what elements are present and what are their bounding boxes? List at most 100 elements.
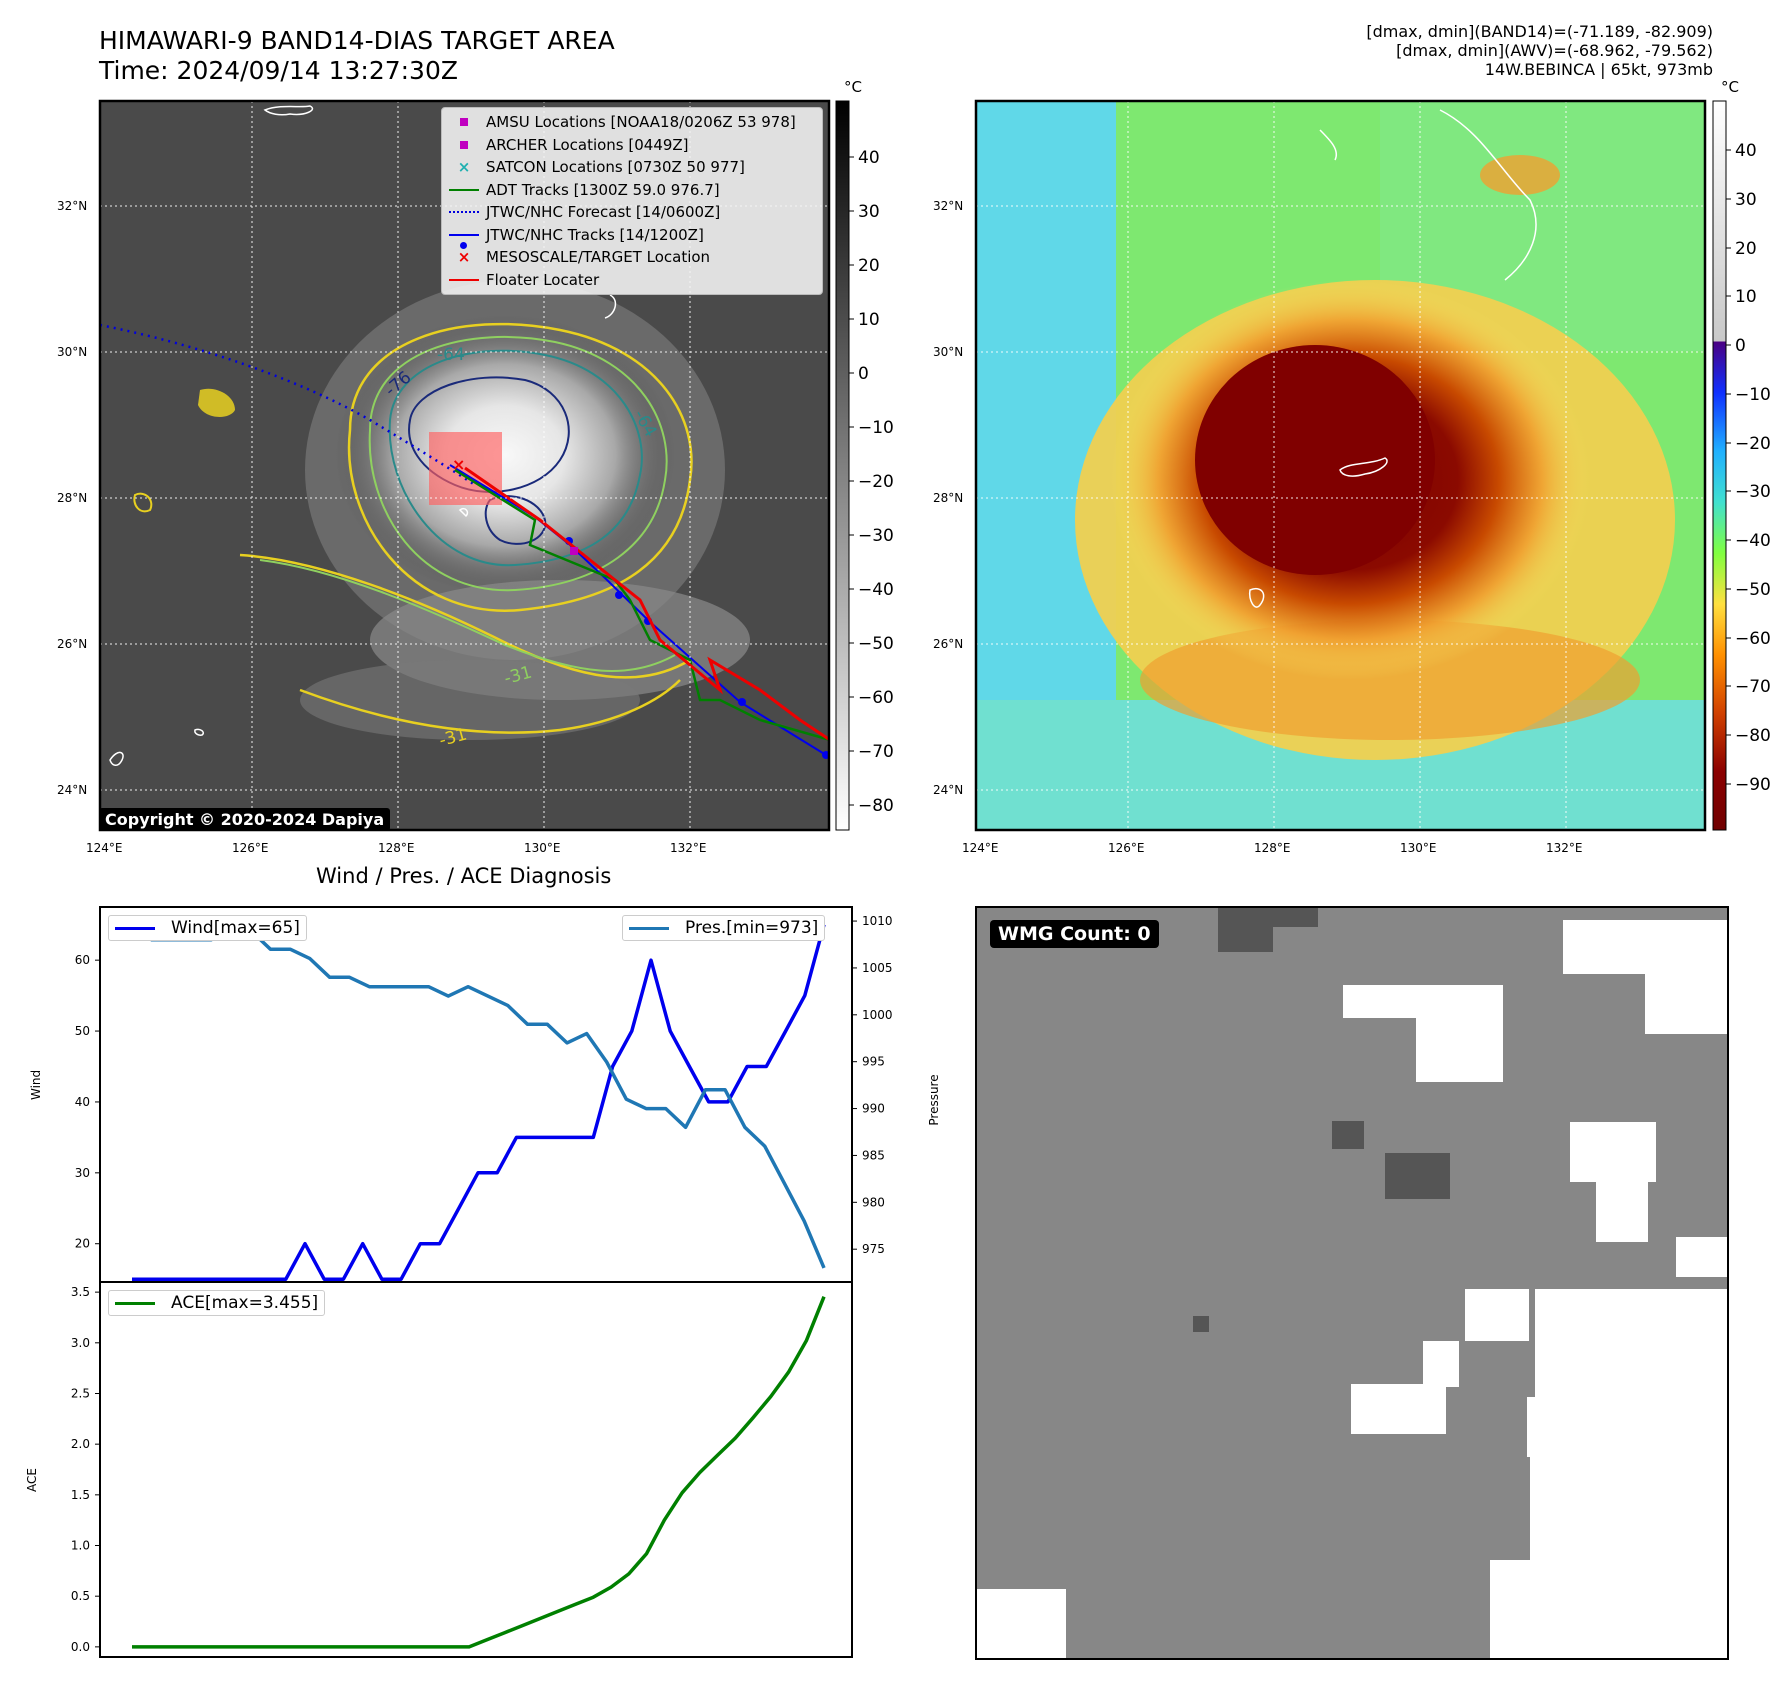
svg-text:×: × <box>452 455 465 474</box>
line-marker-icon <box>442 278 486 281</box>
info-line-2: [dmax, dmin](AWV)=(-68.962, -79.562) <box>1396 41 1713 60</box>
cb-tick: 20 <box>1735 239 1757 259</box>
cb-tick: −20 <box>1735 434 1771 454</box>
lon-label: 124°E <box>962 841 999 855</box>
cb-tick: 30 <box>1735 190 1757 210</box>
cb-tick: −60 <box>858 688 894 708</box>
wind-tick-label: 50 <box>75 1024 90 1038</box>
band14-axis-labels: 124°E 126°E 128°E 130°E 132°E 32°N 30°N … <box>57 199 707 855</box>
ace-frame <box>99 1281 853 1658</box>
wind-tick-label: 30 <box>75 1166 90 1180</box>
legend-label: AMSU Locations [NOAA18/0206Z 53 978] <box>486 113 796 132</box>
pressure-legend: Pres.[min=973] <box>622 915 826 941</box>
legend-label: SATCON Locations [0730Z 50 977] <box>486 158 745 177</box>
legend-label: MESOSCALE/TARGET Location <box>486 248 711 267</box>
diagnosis-chart: 20 30 40 50 60 975 980 985 990 995 1000 1005 1010 W… <box>25 906 941 1658</box>
legend-label: Floater Locater <box>486 270 600 289</box>
map-legend: AMSU Locations [NOAA18/0206Z 53 978] ARC… <box>441 107 823 295</box>
band14-map-frame <box>98 99 831 832</box>
ace-legend-label: ACE[max=3.455] <box>171 1293 319 1313</box>
lat-label: 26°N <box>57 637 87 651</box>
ace-tick-label: 3.0 <box>71 1336 90 1350</box>
cb-tick: −40 <box>1735 531 1771 551</box>
pressure-axis-label: Pressure <box>927 1074 941 1125</box>
diagnosis-title: Wind / Pres. / ACE Diagnosis <box>316 864 612 888</box>
lon-label: 126°E <box>1108 841 1145 855</box>
figure-title: HIMAWARI-9 BAND14-DIAS TARGET AREA Time:… <box>99 26 615 86</box>
line-dot-icon <box>442 233 486 249</box>
lat-label: 28°N <box>933 491 963 505</box>
wind-series <box>131 924 826 1281</box>
square-marker-icon <box>442 118 486 127</box>
square-marker-icon <box>442 140 486 149</box>
cb-tick: 0 <box>858 364 869 384</box>
legend-item-adt: ADT Tracks [1300Z 59.0 976.7] <box>442 179 822 202</box>
ace-tick-label: 3.5 <box>71 1285 90 1299</box>
lon-label: 128°E <box>378 841 415 855</box>
wind-axis-label: Wind <box>29 1070 43 1100</box>
ace-axis: 0.0 0.5 1.0 1.5 2.0 2.5 3.0 3.5 <box>71 1285 100 1654</box>
pressure-tick-label: 980 <box>862 1195 885 1209</box>
ace-tick-label: 1.0 <box>71 1539 90 1553</box>
wind-line-icon <box>115 926 155 930</box>
ace-tick-label: 2.0 <box>71 1437 90 1451</box>
cb-tick: −70 <box>1735 677 1771 697</box>
lon-label: 132°E <box>1546 841 1583 855</box>
cb-tick: 40 <box>858 148 880 168</box>
contour-label: -64 <box>437 345 465 365</box>
cb-tick: −70 <box>858 742 894 762</box>
cb-tick: −40 <box>858 580 894 600</box>
legend-item-forecast: JTWC/NHC Forecast [14/0600Z] <box>442 201 822 224</box>
cb-tick: 0 <box>1735 336 1746 356</box>
wmg-clear-areas <box>976 920 1728 1659</box>
copyright-badge: Copyright © 2020-2024 Dapiya <box>99 808 391 831</box>
lat-label: 32°N <box>933 199 963 213</box>
lat-label: 28°N <box>57 491 87 505</box>
legend-item-satcon: × SATCON Locations [0730Z 50 977] <box>442 156 822 179</box>
band14-colorbar-ticks: 40 30 20 10 0 −10 −20 −30 −40 −50 −60 −7… <box>849 148 894 816</box>
awv-image <box>976 101 1705 830</box>
cb-tick: −20 <box>858 472 894 492</box>
lon-label: 130°E <box>524 841 561 855</box>
awv-colorbar <box>1712 100 1727 831</box>
title-line-1: HIMAWARI-9 BAND14-DIAS TARGET AREA <box>99 26 615 55</box>
wind-axis: 20 30 40 50 60 <box>75 953 100 1251</box>
pressure-tick-label: 995 <box>862 1055 885 1069</box>
storm-info: [dmax, dmin](BAND14)=(-71.189, -82.909) … <box>1366 22 1713 79</box>
ace-tick-label: 1.5 <box>71 1488 90 1502</box>
wind-legend: Wind[max=65] <box>108 915 307 941</box>
legend-item-target: × MESOSCALE/TARGET Location <box>442 246 822 269</box>
awv-colorbar-ticks: 40 30 20 10 0 −10 −20 −30 −40 −50 −60 −7… <box>1726 141 1771 795</box>
lat-label: 24°N <box>57 783 87 797</box>
pressure-legend-label: Pres.[min=973] <box>685 918 819 938</box>
cb-tick: 40 <box>1735 141 1757 161</box>
cb-tick: −80 <box>1735 726 1771 746</box>
x-marker-icon: × <box>457 158 471 177</box>
wind-tick-label: 20 <box>75 1237 90 1251</box>
cb-tick: −60 <box>1735 629 1771 649</box>
pressure-tick-label: 1000 <box>862 1008 893 1022</box>
wind-tick-label: 60 <box>75 953 90 967</box>
awv-map-frame <box>974 99 1707 832</box>
pressure-line-icon <box>629 926 669 930</box>
pressure-tick-label: 1005 <box>862 961 893 975</box>
wmg-frame <box>975 906 1729 1660</box>
ace-line <box>132 1296 826 1649</box>
legend-label: JTWC/NHC Forecast [14/0600Z] <box>486 203 721 222</box>
lon-label: 128°E <box>1254 841 1291 855</box>
lon-label: 126°E <box>232 841 269 855</box>
cb-tick: −30 <box>1735 482 1771 502</box>
cb-tick: −90 <box>1735 775 1771 795</box>
band14-colorbar <box>835 100 850 831</box>
cb-tick: −10 <box>1735 385 1771 405</box>
info-line-3: 14W.BEBINCA | 65kt, 973mb <box>1484 60 1713 79</box>
cb-tick: 10 <box>858 310 880 330</box>
ace-legend: ACE[max=3.455] <box>108 1290 326 1316</box>
legend-item-amsu: AMSU Locations [NOAA18/0206Z 53 978] <box>442 111 822 134</box>
cb-tick: −50 <box>858 634 894 654</box>
legend-item-floater: Floater Locater <box>442 269 822 292</box>
lat-label: 24°N <box>933 783 963 797</box>
pressure-axis: 975 980 985 990 995 1000 1005 1010 <box>852 914 893 1256</box>
line-marker-icon <box>442 188 486 191</box>
